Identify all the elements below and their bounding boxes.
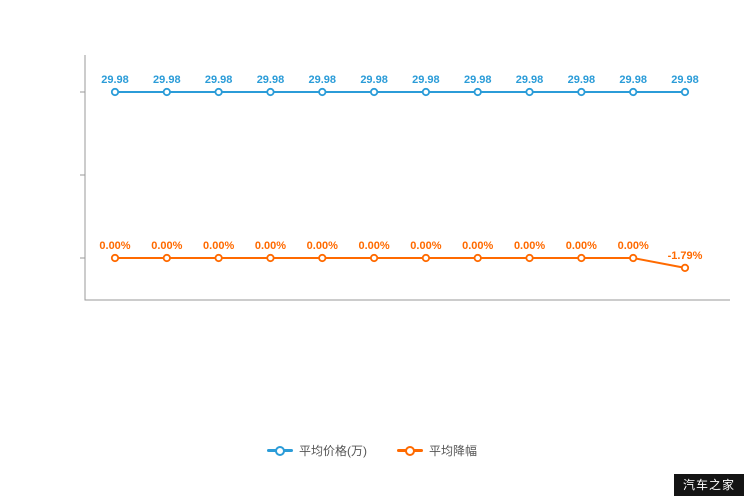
- data-point-label: 0.00%: [255, 240, 286, 252]
- data-point-marker: [369, 87, 379, 97]
- data-point-marker: [162, 253, 171, 263]
- data-point-label: 29.98: [412, 74, 440, 86]
- data-point-marker: [162, 87, 171, 97]
- data-point-label: 29.98: [153, 74, 181, 86]
- data-point-marker: [318, 253, 327, 263]
- marker-dot-icon: [404, 445, 415, 456]
- data-point-label: 0.00%: [151, 240, 182, 252]
- data-point-label: 0.00%: [99, 240, 130, 252]
- data-point-marker: [318, 87, 327, 97]
- data-point-label: 29.98: [309, 74, 337, 86]
- data-point-label: 0.00%: [203, 240, 234, 252]
- data-point-marker: [577, 87, 586, 97]
- data-point-marker: [110, 253, 120, 263]
- legend-item-average-price[interactable]: 平均价格(万): [266, 442, 367, 459]
- data-point-marker: [629, 87, 638, 97]
- data-point-label: 29.98: [360, 74, 388, 86]
- watermark-autohome-logo: 汽车之家: [673, 474, 744, 496]
- data-point-marker: [680, 87, 690, 97]
- data-point-marker: [525, 87, 534, 97]
- data-point-label: 0.00%: [358, 240, 389, 252]
- data-point-marker: [473, 87, 482, 97]
- data-point-marker: [421, 253, 431, 263]
- data-point-label: 29.98: [101, 74, 129, 86]
- data-point-label: 0.00%: [566, 240, 597, 252]
- data-point-label: -1.79%: [668, 250, 703, 262]
- marker-dot-icon: [274, 445, 285, 456]
- data-point-marker: [369, 253, 379, 263]
- line-series-icon: [266, 445, 293, 456]
- data-point-marker: [577, 253, 586, 263]
- data-point-label: 29.98: [568, 74, 596, 86]
- data-point-marker: [110, 87, 120, 97]
- data-point-marker: [525, 253, 534, 263]
- data-point-marker: [214, 253, 223, 263]
- data-point-marker: [421, 87, 431, 97]
- data-point-label: 0.00%: [514, 240, 545, 252]
- series-line-1: [115, 257, 686, 269]
- data-point-label: 29.98: [257, 74, 285, 86]
- data-point-label: 29.98: [205, 74, 233, 86]
- data-point-label: 0.00%: [410, 240, 441, 252]
- axis-lines: [84, 55, 730, 301]
- data-point-marker: [680, 263, 690, 273]
- chart-legend: 平均价格(万) 平均降幅: [0, 442, 744, 459]
- legend-label-average-price: 平均价格(万): [298, 444, 367, 458]
- data-point-label: 0.00%: [462, 240, 493, 252]
- data-point-marker: [266, 87, 275, 97]
- data-point-marker: [266, 253, 275, 263]
- data-point-marker: [629, 253, 638, 263]
- legend-label-average-discount: 平均降幅: [428, 444, 477, 458]
- data-point-label: 29.98: [671, 74, 699, 86]
- legend-item-average-discount[interactable]: 平均降幅: [396, 442, 477, 459]
- data-point-label: 29.98: [464, 74, 492, 86]
- line-series-icon: [396, 445, 423, 456]
- data-point-marker: [473, 253, 482, 263]
- data-point-label: 29.98: [516, 74, 544, 86]
- data-point-label: 0.00%: [618, 240, 649, 252]
- data-point-marker: [214, 87, 223, 97]
- data-point-label: 0.00%: [307, 240, 338, 252]
- data-point-label: 29.98: [619, 74, 647, 86]
